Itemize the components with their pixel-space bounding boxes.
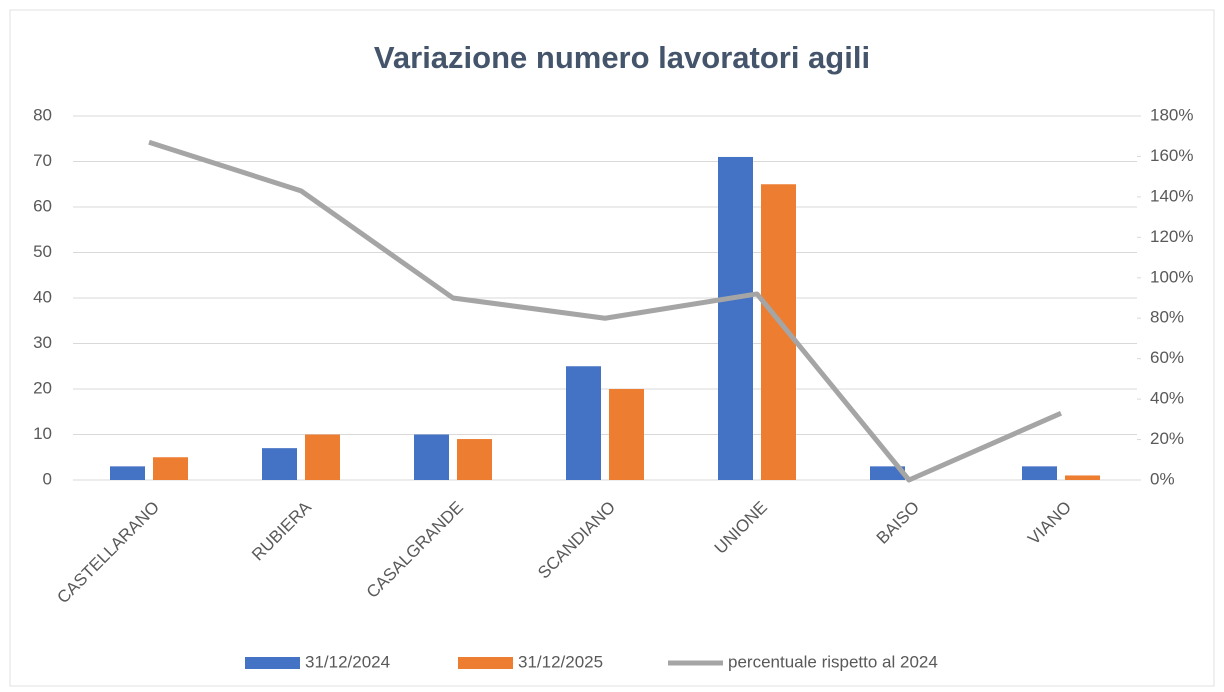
bar — [870, 466, 905, 480]
y-tick-label: 80 — [33, 105, 52, 124]
y-tick-label: 60 — [33, 196, 52, 215]
y-tick-label: 40 — [33, 287, 52, 306]
y2-tick-label: 140% — [1150, 186, 1193, 205]
y-tick-label: 10 — [33, 424, 52, 443]
y2-tick-label: 160% — [1150, 146, 1193, 165]
y-tick-label: 30 — [33, 333, 52, 352]
y-tick-label: 70 — [33, 151, 52, 170]
bar — [110, 466, 145, 480]
bar — [1065, 475, 1100, 480]
y2-tick-label: 60% — [1150, 348, 1184, 367]
bar — [1022, 466, 1057, 480]
y2-tick-label: 20% — [1150, 429, 1184, 448]
chart-frame — [9, 9, 1215, 687]
legend-label: percentuale rispetto al 2024 — [728, 652, 938, 671]
bar — [718, 156, 753, 480]
legend-swatch — [245, 657, 300, 669]
bar — [153, 457, 188, 480]
y-tick-label: 50 — [33, 242, 52, 261]
chart-title: Variazione numero lavoratori agili — [374, 40, 870, 75]
bar — [414, 434, 449, 480]
y2-tick-label: 0% — [1150, 469, 1175, 488]
legend-label: 31/12/2025 — [518, 652, 603, 671]
y2-tick-label: 180% — [1150, 105, 1193, 124]
y2-tick-label: 120% — [1150, 227, 1193, 246]
y2-tick-label: 80% — [1150, 308, 1184, 327]
line-series — [148, 139, 1063, 483]
y2-tick-label: 40% — [1150, 389, 1184, 408]
bar — [305, 434, 340, 480]
bar — [457, 439, 492, 480]
y2-tick-label: 100% — [1150, 267, 1193, 286]
bar — [566, 366, 601, 480]
bar — [262, 448, 297, 480]
bar — [609, 389, 644, 480]
y-tick-label: 0 — [43, 469, 52, 488]
y-tick-label: 20 — [33, 378, 52, 397]
legend-swatch — [458, 657, 513, 669]
legend-label: 31/12/2024 — [305, 652, 390, 671]
